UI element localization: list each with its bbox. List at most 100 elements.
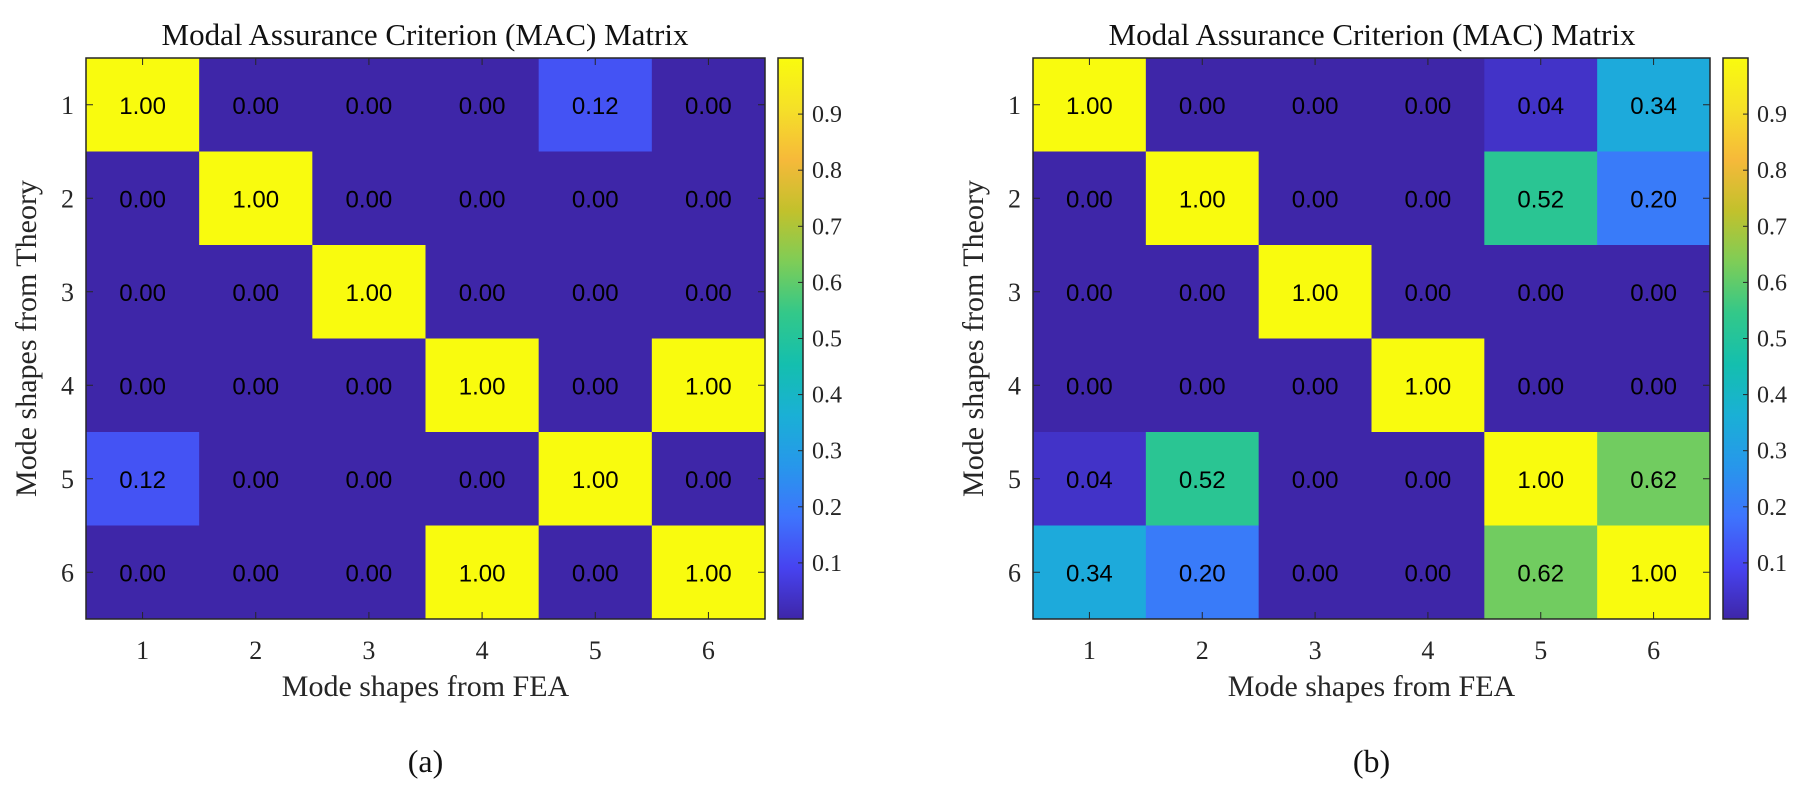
cell-value-label: 0.00 — [1179, 280, 1226, 307]
heatmap-cell-r1-c5 — [1484, 58, 1598, 152]
heatmap-cell-r4-c5 — [1484, 338, 1598, 433]
x-tick-label: 2 — [249, 636, 262, 665]
cell-value-label: 0.00 — [685, 467, 732, 494]
cell-value-label: 0.00 — [459, 186, 506, 213]
y-tick-label: 6 — [1008, 558, 1021, 587]
heatmap-cell-r3-c5 — [538, 245, 653, 339]
plot-frame — [1032, 57, 1711, 620]
cell-value-label: 0.20 — [1630, 186, 1677, 213]
heatmap-cell-r5-c2 — [1145, 432, 1260, 526]
y-tick-label: 5 — [1008, 465, 1021, 494]
cell-value-label: 0.00 — [1292, 560, 1339, 587]
cell-value-label: 0.12 — [119, 467, 166, 494]
heatmap-cell-r1-c6 — [1597, 58, 1711, 152]
heatmap-cell-r2-c3 — [1258, 151, 1372, 246]
heatmap-cell-r2-c5 — [538, 151, 653, 246]
cell-value-label: 0.00 — [572, 373, 619, 400]
x-tick-label: 3 — [1309, 636, 1322, 665]
cell-value-label: 0.00 — [1179, 373, 1226, 400]
heatmap-cell-r6-c6 — [651, 525, 766, 620]
cell-value-label: 0.00 — [346, 467, 393, 494]
y-tick-label: 4 — [1008, 371, 1021, 400]
x-tick-labels: 1 2 3 4 5 6 — [136, 636, 715, 665]
heatmap-cell-r4-c4 — [1371, 338, 1485, 433]
cell-value-label: 0.00 — [1179, 93, 1226, 120]
heatmap-cell-r5-c1 — [1033, 432, 1147, 526]
cell-value-label: 0.00 — [232, 373, 279, 400]
colorbar: 0.1 0.2 0.3 0.4 0.5 0.6 0.7 0.8 0.9 — [1722, 57, 1787, 620]
cell-value-label: 0.00 — [1630, 373, 1677, 400]
y-tick-label: 1 — [61, 91, 74, 120]
cell-value-label: 0.62 — [1630, 467, 1677, 494]
cell-value-label: 1.00 — [1066, 93, 1113, 120]
cell-value-label: 0.00 — [685, 93, 732, 120]
heatmap-cell-r4-c6 — [1597, 338, 1711, 433]
x-axis-label: Mode shapes from FEA — [1228, 670, 1516, 703]
x-tick-label: 1 — [1083, 636, 1096, 665]
heatmap-cell-r3-c3 — [1258, 245, 1372, 339]
x-axis-label: Mode shapes from FEA — [282, 670, 570, 703]
cell-value-label: 1.00 — [572, 467, 619, 494]
heatmap-cell-r3-c2 — [1145, 245, 1260, 339]
heatmap-cell-r5-c5 — [1484, 432, 1598, 526]
cell-value-label: 0.00 — [1405, 560, 1452, 587]
colorbar-tick-label: 0.4 — [1757, 383, 1787, 409]
colorbar-tick-label: 0.3 — [812, 439, 842, 465]
cell-value-label: 0.34 — [1066, 560, 1113, 587]
y-tick-label: 2 — [1008, 184, 1021, 213]
cell-value-label: 0.00 — [1292, 373, 1339, 400]
heatmap-cell-r6-c6 — [1597, 525, 1711, 620]
heatmap-cell-r4-c3 — [312, 338, 426, 433]
y-tick-labels: 1 2 3 4 5 6 — [61, 91, 74, 588]
cell-value-label: 0.00 — [1292, 467, 1339, 494]
cell-value-label: 0.00 — [346, 560, 393, 587]
heatmap-cell-r2-c1 — [86, 151, 200, 246]
axis-ticks — [1033, 58, 1710, 619]
cell-value-label: 0.00 — [685, 280, 732, 307]
heatmap-cell-r2-c1 — [1033, 151, 1147, 246]
y-axis-label: Mode shapes from Theory — [10, 180, 43, 497]
heatmap-cell-r2-c3 — [312, 151, 426, 246]
heatmap-cell-r2-c4 — [1371, 151, 1485, 246]
cell-value-label: 0.00 — [1066, 373, 1113, 400]
cell-value-label: 0.04 — [1066, 467, 1113, 494]
heatmap-cell-r1-c6 — [651, 58, 766, 152]
heatmap-cell-r5-c2 — [199, 432, 313, 526]
y-tick-label: 5 — [61, 465, 74, 494]
cell-value-label: 1.00 — [685, 560, 732, 587]
colorbar-tick-label: 0.2 — [812, 495, 842, 521]
heatmap-cell-r5-c4 — [1371, 432, 1485, 526]
heatmap-cell-r6-c2 — [199, 525, 313, 620]
heatmap-cell-r3-c1 — [1033, 245, 1147, 339]
x-tick-label: 1 — [136, 636, 149, 665]
cell-value-label: 0.00 — [119, 560, 166, 587]
heatmap-cell-r1-c2 — [199, 58, 313, 152]
heatmap-cell-r2-c2 — [199, 151, 313, 246]
heatmap-cell-r4-c1 — [86, 338, 200, 433]
cell-value-label: 0.00 — [1405, 93, 1452, 120]
x-tick-label: 6 — [702, 636, 715, 665]
plot-frame — [85, 57, 766, 620]
heatmap-cell-r6-c3 — [312, 525, 426, 620]
cell-value-label: 1.00 — [459, 560, 506, 587]
colorbar-tick-label: 0.3 — [1757, 439, 1787, 465]
cell-value-label: 0.12 — [572, 93, 619, 120]
cell-value-label: 1.00 — [459, 373, 506, 400]
cell-value-label: 0.00 — [685, 186, 732, 213]
cell-value-label: 0.52 — [1517, 186, 1564, 213]
cell-value-label: 0.00 — [459, 467, 506, 494]
cell-value-label: 0.00 — [1517, 280, 1564, 307]
heatmap-cell-r3-c2 — [199, 245, 313, 339]
cell-value-label: 0.00 — [119, 280, 166, 307]
cell-value-label: 0.00 — [459, 93, 506, 120]
y-axis-label: Mode shapes from Theory — [957, 180, 990, 497]
cell-value-label: 0.00 — [1066, 280, 1113, 307]
y-tick-label: 3 — [61, 278, 74, 307]
colorbar-tick-label: 0.7 — [1757, 214, 1787, 240]
panel-a: Modal Assurance Criterion (MAC) Matrix 1… — [10, 17, 842, 779]
heatmap-cell-r5-c3 — [312, 432, 426, 526]
x-tick-label: 3 — [362, 636, 375, 665]
y-tick-label: 4 — [61, 371, 74, 400]
y-tick-label: 3 — [1008, 278, 1021, 307]
heatmap-cell-r1-c4 — [425, 58, 540, 152]
